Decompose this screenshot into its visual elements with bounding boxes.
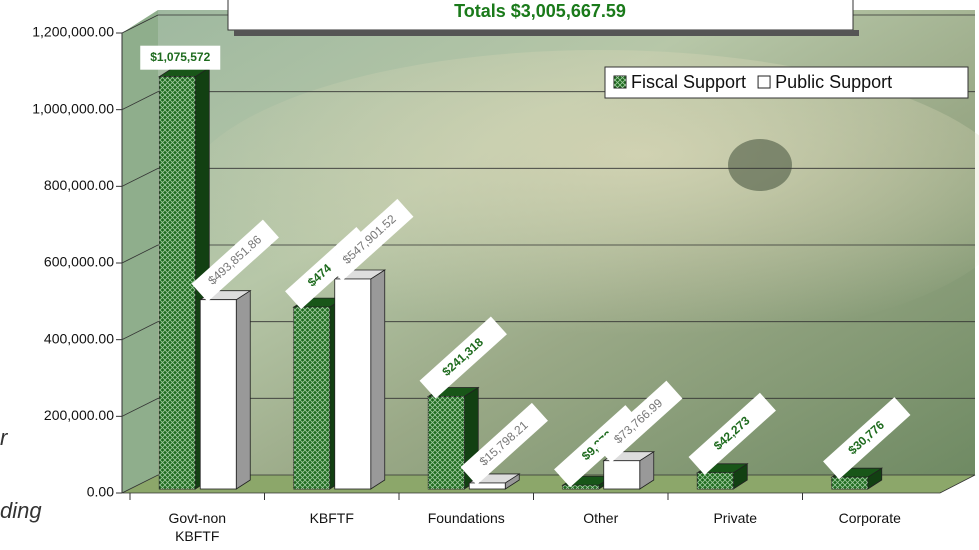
bar-group bbox=[335, 270, 385, 489]
x-tick-label: Foundations bbox=[418, 509, 514, 527]
bar bbox=[469, 483, 505, 489]
value-label-group: $1,075,572 bbox=[140, 46, 220, 70]
x-tick-label: Private bbox=[687, 509, 783, 527]
legend-label: Public Support bbox=[775, 72, 892, 92]
bar-group bbox=[200, 291, 250, 489]
annotation: r bbox=[0, 425, 7, 451]
bar-hatch bbox=[832, 477, 868, 489]
y-tick-label: 0.00 bbox=[87, 484, 114, 500]
x-tick-label: KBFTF bbox=[284, 509, 380, 527]
value-label: $1,075,572 bbox=[150, 50, 210, 64]
page: 0.00 200,000.00 400,000.00 600,000.00 800,00… bbox=[0, 0, 979, 550]
bar bbox=[335, 279, 371, 489]
legend-label: Fiscal Support bbox=[631, 72, 746, 92]
bar-hatch bbox=[697, 473, 733, 489]
bar-side bbox=[371, 270, 385, 489]
legend-swatch-hatch bbox=[614, 76, 626, 88]
y-tick-label: 1,200,000.00 bbox=[32, 24, 114, 40]
annotation: ding bbox=[0, 498, 42, 524]
background-photo bbox=[728, 139, 792, 191]
y-tick-label: 400,000.00 bbox=[44, 330, 114, 346]
bar-hatch bbox=[563, 485, 599, 489]
bar bbox=[604, 461, 640, 489]
x-tick-label: Corporate bbox=[822, 509, 918, 527]
bar-hatch bbox=[428, 396, 464, 489]
chart-title: Totals $3,005,667.59 bbox=[454, 1, 626, 21]
y-tick-label: 600,000.00 bbox=[44, 254, 114, 270]
title-shadow bbox=[234, 30, 859, 36]
bar bbox=[200, 300, 236, 489]
chart: 0.00 200,000.00 400,000.00 600,000.00 800,00… bbox=[0, 0, 979, 550]
x-tick-label: Other bbox=[553, 509, 649, 527]
y-tick-label: 800,000.00 bbox=[44, 177, 114, 193]
bar-side bbox=[236, 291, 250, 489]
legend-swatch bbox=[758, 76, 770, 88]
bar-hatch bbox=[159, 77, 195, 489]
side-wall bbox=[122, 10, 158, 493]
y-tick-label: 200,000.00 bbox=[44, 407, 114, 423]
x-tick-label: Govt-non KBFTF bbox=[149, 509, 245, 545]
y-tick-label: 1,000,000.00 bbox=[32, 100, 114, 116]
bar-hatch bbox=[294, 307, 330, 489]
